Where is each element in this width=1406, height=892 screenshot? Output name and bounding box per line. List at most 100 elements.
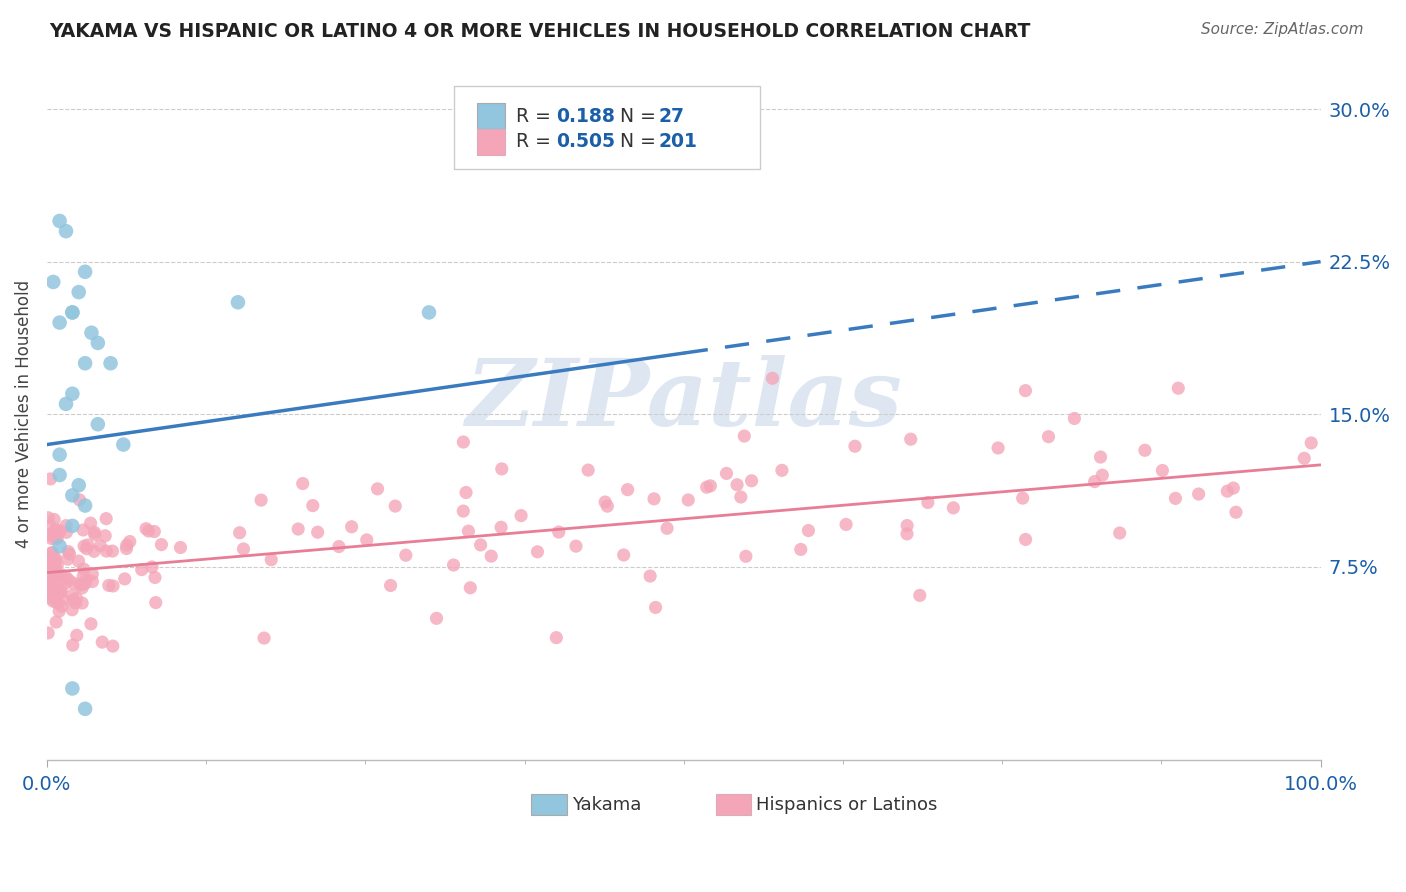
- Point: [1133, 443, 1156, 458]
- Point: [45, 523, 67, 537]
- Point: [1167, 381, 1189, 395]
- Point: [62, 593, 84, 607]
- Point: [1216, 484, 1239, 499]
- Point: [454, 485, 477, 500]
- Point: [60, 519, 83, 533]
- Point: [367, 482, 389, 496]
- Point: [62, 576, 84, 591]
- Point: [65, 591, 87, 606]
- Point: [576, 463, 599, 477]
- Point: [82, 567, 104, 582]
- Point: [250, 493, 273, 508]
- Point: [340, 520, 363, 534]
- Point: [46, 558, 69, 572]
- Point: [48, 468, 70, 483]
- Point: [291, 476, 314, 491]
- Point: [547, 524, 569, 539]
- Point: [44, 551, 66, 566]
- Point: [83, 527, 105, 541]
- Point: [60, 603, 83, 617]
- Point: [44, 587, 66, 601]
- Point: [260, 552, 283, 566]
- Point: [253, 631, 276, 645]
- Point: [44, 554, 66, 568]
- Point: [150, 538, 173, 552]
- Text: 0.188: 0.188: [557, 107, 616, 126]
- Point: [82, 574, 104, 589]
- Point: [76, 538, 98, 552]
- Text: ZIPatlas: ZIPatlas: [465, 355, 903, 445]
- Point: [1011, 491, 1033, 505]
- Point: [1063, 411, 1085, 425]
- Point: [44, 558, 66, 572]
- Point: [725, 477, 748, 491]
- Point: [41, 582, 63, 597]
- Point: [596, 499, 619, 513]
- Point: [56, 552, 79, 566]
- Point: [55, 518, 77, 533]
- Point: [761, 371, 783, 385]
- Point: [72, 523, 94, 537]
- Point: [100, 356, 122, 370]
- Point: [48, 539, 70, 553]
- Point: [328, 540, 350, 554]
- Point: [52, 592, 75, 607]
- Bar: [716, 794, 751, 815]
- Point: [70, 596, 93, 610]
- Point: [616, 483, 638, 497]
- Point: [169, 541, 191, 555]
- Text: YAKAMA VS HISPANIC OR LATINO 4 OR MORE VEHICLES IN HOUSEHOLD CORRELATION CHART: YAKAMA VS HISPANIC OR LATINO 4 OR MORE V…: [49, 22, 1031, 41]
- Point: [896, 526, 918, 541]
- Point: [42, 275, 65, 289]
- Point: [896, 518, 918, 533]
- Point: [48, 448, 70, 462]
- Point: [699, 479, 721, 493]
- Point: [73, 576, 96, 591]
- Point: [42, 560, 65, 574]
- Point: [69, 492, 91, 507]
- Point: [48, 604, 70, 618]
- Point: [135, 522, 157, 536]
- Point: [425, 611, 447, 625]
- Point: [730, 490, 752, 504]
- Point: [453, 435, 475, 450]
- Text: N =: N =: [620, 107, 662, 126]
- Text: Yakama: Yakama: [572, 796, 641, 814]
- Point: [526, 545, 548, 559]
- Point: [797, 524, 820, 538]
- Point: [141, 560, 163, 574]
- Point: [37, 626, 59, 640]
- Point: [39, 519, 62, 533]
- Point: [1090, 450, 1112, 464]
- Point: [45, 592, 67, 607]
- Point: [49, 524, 72, 538]
- Point: [1014, 384, 1036, 398]
- Point: [460, 581, 482, 595]
- Point: [39, 583, 62, 598]
- Point: [41, 532, 63, 546]
- Point: [45, 615, 67, 629]
- Point: [44, 524, 66, 538]
- Point: [491, 462, 513, 476]
- Point: [1152, 463, 1174, 477]
- Point: [1222, 481, 1244, 495]
- Point: [75, 265, 97, 279]
- Bar: [531, 794, 567, 815]
- Point: [80, 616, 103, 631]
- Point: [942, 500, 965, 515]
- Point: [97, 578, 120, 592]
- Point: [42, 527, 65, 541]
- Point: [1038, 430, 1060, 444]
- Text: 0.505: 0.505: [557, 132, 616, 152]
- Point: [38, 558, 60, 572]
- Point: [48, 214, 70, 228]
- Point: [72, 569, 94, 583]
- Point: [790, 542, 813, 557]
- Point: [44, 590, 66, 604]
- Point: [66, 628, 89, 642]
- Point: [301, 499, 323, 513]
- Point: [89, 539, 111, 553]
- Point: [75, 499, 97, 513]
- Point: [45, 525, 67, 540]
- Point: [55, 224, 77, 238]
